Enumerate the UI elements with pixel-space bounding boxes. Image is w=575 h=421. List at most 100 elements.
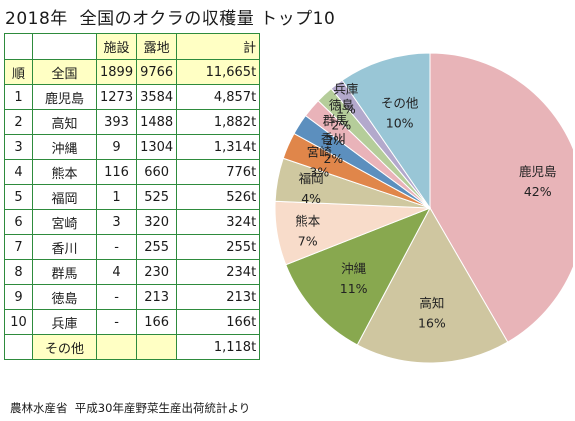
field-cell: 166 <box>136 309 178 335</box>
facility-cell: 116 <box>95 159 138 185</box>
slice-name-label: 宮崎 <box>307 144 333 159</box>
header-facility: 施設 <box>95 33 138 60</box>
facility-cell: 9 <box>95 134 138 160</box>
facility-cell: 3 <box>95 209 138 235</box>
field-cell: 230 <box>136 259 178 285</box>
slice-percent-label: 2% <box>331 118 351 133</box>
rank-header: 順 <box>4 59 33 85</box>
prefecture-cell: 宮崎 <box>32 209 97 235</box>
source-note: 農林水産省 平成30年産野菜生産出荷統計より <box>10 401 251 415</box>
total-cell: 776t <box>176 159 261 185</box>
slice-name-label: 高知 <box>419 295 444 310</box>
slice-name-label: その他 <box>381 95 419 110</box>
slice-percent-label: 42% <box>524 184 552 199</box>
rank-cell: 10 <box>4 309 33 335</box>
rank-cell: 6 <box>4 209 33 235</box>
total-cell: 166t <box>176 309 261 335</box>
header-field: 露地 <box>136 33 178 60</box>
total-cell: 234t <box>176 259 261 285</box>
other-total: 1,118t <box>176 334 261 360</box>
rank-cell: 3 <box>4 134 33 160</box>
header-total: 計 <box>176 33 261 60</box>
pie-chart: 鹿児島42%高知16%沖縄11%熊本7%福岡4%宮崎3%香川2%群馬2%徳島2%… <box>274 52 573 364</box>
total-cell: 255t <box>176 234 261 260</box>
table-row: 9 徳島 -213 213t <box>4 284 261 310</box>
other-row: その他 1,118t <box>4 334 261 360</box>
other-name: その他 <box>32 334 97 360</box>
prefecture-cell: 鹿児島 <box>32 84 97 110</box>
table-row: 10 兵庫 -166 166t <box>4 309 261 335</box>
rank-cell: 1 <box>4 84 33 110</box>
pie-slice-1 <box>429 52 573 343</box>
field-cell: 660 <box>136 159 178 185</box>
national-field: 9766 <box>136 59 178 85</box>
slice-percent-label: 2% <box>323 151 343 166</box>
pie-slice-3 <box>285 207 432 346</box>
slice-percent-label: 3% <box>309 164 329 179</box>
table-row: 6 宮崎 3 320 324t <box>4 209 261 235</box>
facility-cell: - <box>95 234 138 260</box>
rank-cell: 2 <box>4 109 33 135</box>
total-cell: 1,314t <box>176 134 261 160</box>
field-cell: 525 <box>136 184 178 210</box>
table-row: 4 熊本 116 660 776t <box>4 159 261 185</box>
field-cell: 320 <box>136 209 178 235</box>
field-cell: 1304 <box>136 134 178 160</box>
national-total: 11,665t <box>176 59 261 85</box>
prefecture-cell: 香川 <box>32 234 97 260</box>
slice-percent-label: 16% <box>418 315 446 330</box>
pie-slice-11 <box>341 52 431 210</box>
prefecture-cell: 兵庫 <box>32 309 97 335</box>
facility-cell: - <box>95 309 138 335</box>
total-cell: 526t <box>176 184 261 210</box>
field-cell: 1488 <box>136 109 178 135</box>
facility-cell: 1273 <box>95 84 138 110</box>
slice-name-label: 熊本 <box>295 213 321 228</box>
ranking-table: 施設 露地 計 順 全国 1899 9766 11,665t 1 鹿児島 1273 3… <box>4 33 261 360</box>
facility-cell: - <box>95 284 138 310</box>
slice-percent-label: 7% <box>298 233 318 248</box>
national-facility: 1899 <box>95 59 138 85</box>
table-row: 2 高知 393 1488 1,882t <box>4 109 261 135</box>
facility-cell: 1 <box>95 184 138 210</box>
prefecture-cell: 群馬 <box>32 259 97 285</box>
slice-name-label: 鹿児島 <box>519 164 557 179</box>
rank-cell: 4 <box>4 159 33 185</box>
prefecture-cell: 沖縄 <box>32 134 97 160</box>
table-row: 5 福岡 1 525 526t <box>4 184 261 210</box>
slice-name-label: 兵庫 <box>333 82 358 97</box>
field-cell: 213 <box>136 284 178 310</box>
slice-percent-label: 4% <box>301 191 321 206</box>
national-total-row: 順 全国 1899 9766 11,665t <box>4 59 261 85</box>
field-cell: 3584 <box>136 84 178 110</box>
total-cell: 4,857t <box>176 84 261 110</box>
slice-percent-label: 10% <box>386 115 414 130</box>
prefecture-cell: 高知 <box>32 109 97 135</box>
rank-cell: 7 <box>4 234 33 260</box>
national-name: 全国 <box>32 59 97 85</box>
slice-percent-label: 1% <box>336 102 356 117</box>
facility-cell: 393 <box>95 109 138 135</box>
table-header-row: 施設 露地 計 <box>4 33 261 60</box>
header-blank-cell <box>32 33 97 60</box>
header-blank-cell <box>4 33 33 60</box>
rank-cell: 5 <box>4 184 33 210</box>
facility-cell: 4 <box>95 259 138 285</box>
slice-percent-label: 11% <box>340 281 368 296</box>
rank-cell: 9 <box>4 284 33 310</box>
prefecture-cell: 福岡 <box>32 184 97 210</box>
total-cell: 1,882t <box>176 109 261 135</box>
table-row: 7 香川 -255 255t <box>4 234 261 260</box>
slice-name-label: 群馬 <box>323 113 348 128</box>
slice-name-label: 香川 <box>321 131 346 146</box>
slice-name-label: 徳島 <box>329 98 354 113</box>
slice-percent-label: 2% <box>325 133 345 148</box>
table-row: 1 鹿児島 1273 3584 4,857t <box>4 84 261 110</box>
rank-cell: 8 <box>4 259 33 285</box>
other-field-cell <box>136 334 178 360</box>
chart-title: 2018年 全国のオクラの収穫量 トップ10 <box>5 9 336 29</box>
prefecture-cell: 熊本 <box>32 159 97 185</box>
slice-name-label: 沖縄 <box>341 261 367 276</box>
field-cell: 255 <box>136 234 178 260</box>
total-cell: 324t <box>176 209 261 235</box>
